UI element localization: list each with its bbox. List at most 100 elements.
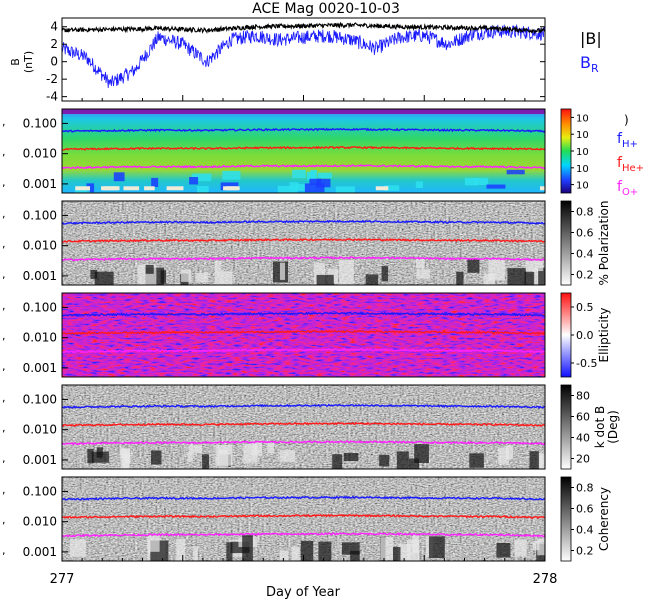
polarization-block <box>467 259 480 273</box>
power-patch <box>151 177 159 188</box>
power-ytick-label: 0.100 <box>23 116 57 130</box>
coherency-block <box>350 550 360 561</box>
kdotb-image <box>62 385 545 469</box>
power-background <box>62 109 545 193</box>
kdotb-colorbar <box>560 384 572 470</box>
mag-ytick-label: 0 <box>50 55 58 69</box>
kdotb-colorbar-tick-label: 40 <box>576 432 590 445</box>
kdotb-colorbar-tick-label: 60 <box>576 411 590 424</box>
kdotb-ylabel-fragment: , <box>2 422 6 435</box>
power-patch <box>486 184 506 189</box>
legend-f-he: fHe+ <box>617 155 644 174</box>
polarization-colorbar-tick-label: 0.2 <box>576 269 594 282</box>
power-patch <box>506 169 525 175</box>
ellipticity-colorbar-label: Ellipticity <box>597 308 611 363</box>
coherency-block <box>514 539 527 557</box>
power-colorbar-tick-label: 10 <box>576 181 589 192</box>
kdotb-block <box>469 453 484 468</box>
coherency-image <box>62 477 545 561</box>
coherency-block <box>300 540 314 561</box>
kdotb-block <box>529 451 539 469</box>
polarization-ytick-label: 0.100 <box>23 208 57 222</box>
polarization-block <box>525 260 544 272</box>
power-patch <box>197 185 209 193</box>
power-gap <box>539 186 545 191</box>
ellipticity-frame <box>61 292 546 378</box>
ellipticity-f-o-line <box>62 347 545 354</box>
kdotb-colorbar-label: k dot B (Deg) <box>593 406 620 448</box>
power-gap <box>223 186 238 191</box>
coherency-block <box>242 535 253 561</box>
power-f-o-line <box>62 164 545 170</box>
kdotb-block <box>218 449 229 468</box>
coherency-colorbar-label-text: Coherency <box>597 487 611 551</box>
power-gap <box>101 186 118 191</box>
power-patch <box>289 182 299 190</box>
polarization-colorbar-tick-label: 0.4 <box>576 248 594 261</box>
coherency-ytick-label: 0.010 <box>23 515 57 529</box>
polarization-block <box>90 269 98 279</box>
polarization-ylabel-fragment: , <box>2 238 6 251</box>
panels: 420-2-4B (nT)|B|BR0.1000.0100.001,,,10101… <box>2 17 644 562</box>
kdotb-ylabel-fragment: , <box>2 391 6 404</box>
polarization-block <box>314 262 326 285</box>
kdotb-block <box>537 452 543 469</box>
power-ytick-label: 0.010 <box>23 147 57 161</box>
power-colorbar-tick-label: 10 <box>576 113 589 124</box>
kdotb-block <box>120 448 130 459</box>
kdotb-block <box>243 443 258 463</box>
polarization-ytick-label: 0.010 <box>23 239 57 253</box>
power-patch <box>189 177 199 185</box>
polarization-block <box>339 259 354 285</box>
power-patch <box>113 172 125 182</box>
power-patch <box>415 181 423 188</box>
power-ylabel-fragment: , <box>2 146 6 159</box>
power-gap <box>144 186 155 191</box>
power-ytick-label: 0.001 <box>23 177 57 191</box>
polarization-block <box>160 270 167 284</box>
legend-sub: O+ <box>622 187 638 198</box>
polarization-ytick-label: 0.001 <box>23 269 57 283</box>
mag-ytick-label: -2 <box>46 72 58 86</box>
polarization-f-h-line <box>62 219 545 225</box>
mag-plot-area <box>62 18 545 101</box>
kdotb-block <box>396 451 409 469</box>
kdotb-colorbar-label-text: k dot B <box>593 406 607 448</box>
power-frame <box>61 108 546 194</box>
coherency-block <box>291 546 300 561</box>
mag-ytick-label: 2 <box>50 37 58 51</box>
power-patch <box>292 169 306 179</box>
coherency-block <box>192 546 198 561</box>
power-patch <box>277 185 298 193</box>
power-patch <box>86 183 95 193</box>
mag-ytick-label: -4 <box>46 90 58 104</box>
kdotb-block <box>505 445 513 460</box>
kdotb-block <box>267 442 275 454</box>
polarization-colorbar-label-text: % Polarization <box>597 201 611 286</box>
kdotb-colorbar-label-text2: (Deg) <box>606 410 620 444</box>
polarization-block <box>181 269 192 282</box>
polarization-block <box>196 272 209 283</box>
power-patch <box>222 170 241 180</box>
coherency-block <box>398 544 411 561</box>
coherency-f-h-line <box>62 495 545 501</box>
polarization-block <box>416 269 430 279</box>
figure-title: ACE Mag 0020-10-03 <box>252 1 400 17</box>
polarization-block <box>524 271 535 285</box>
coherency-ytick-label: 0.100 <box>23 484 57 498</box>
polarization-block <box>381 266 389 282</box>
polarization-colorbar-tick-label: 0.6 <box>576 227 594 240</box>
power-f-h-line <box>62 127 545 134</box>
power-patch <box>464 177 478 186</box>
kdotb-block <box>120 448 130 469</box>
power-patch <box>309 178 322 185</box>
coherency-colorbar-tick-label: 0.4 <box>576 524 594 537</box>
polarization-block <box>415 258 425 269</box>
ellipticity-colorbar <box>560 292 572 378</box>
ellipticity-image <box>62 293 545 377</box>
kdotb-panel: 0.100 0.010 0.001,,, 80 60 40 20k dot B (Deg) <box>2 384 620 470</box>
power-ylabel-fragment: , <box>2 115 6 128</box>
power-patch <box>191 173 212 182</box>
coherency-colorbar-tick-label: 0.2 <box>576 545 594 558</box>
